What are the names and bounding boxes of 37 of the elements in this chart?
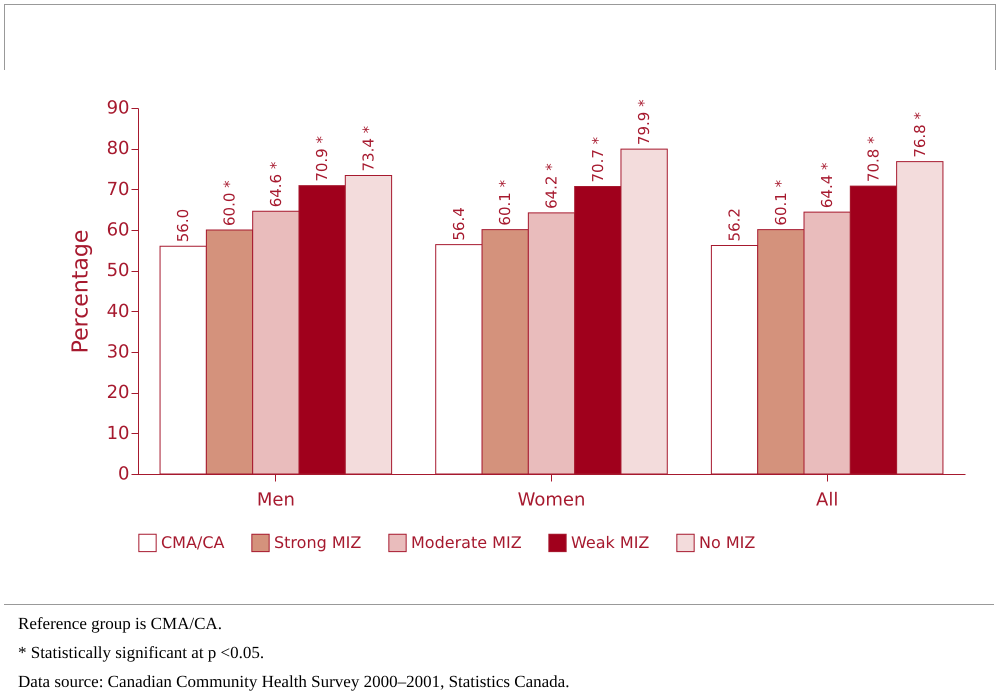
data-label: 60.0 *	[220, 180, 239, 226]
data-label: 73.4 *	[359, 125, 378, 172]
data-label: 79.9 *	[635, 98, 654, 146]
legend-label: Strong MIZ	[274, 532, 362, 552]
y-tick-label: 20	[106, 382, 130, 404]
y-tick-label: 50	[106, 260, 130, 282]
y-tick-label: 60	[106, 220, 130, 240]
x-tick-label: Men	[256, 490, 295, 510]
data-label: 64.4 *	[818, 162, 836, 208]
y-tick-label: 0	[118, 464, 130, 484]
text: Reference group is CMA/CA.	[18, 613, 223, 635]
y-tick-label: 80	[106, 138, 130, 160]
data-label: 56.4	[450, 207, 468, 241]
legend-label: CMA/CA	[161, 532, 224, 552]
data-label: 60.1 *	[772, 179, 790, 226]
y-tick-label: 30	[106, 342, 130, 362]
data-label: 70.7 *	[588, 136, 607, 182]
y-tick-label: 70	[106, 178, 130, 200]
data-label: 56.0	[174, 208, 192, 242]
y-tick-label: 10	[106, 422, 130, 444]
data-label: 64.6 *	[266, 161, 285, 208]
x-tick-label: All	[816, 490, 838, 510]
data-label: 64.2 *	[542, 162, 560, 209]
source-note: Data source: Canadian Community Health Survey 2000–2001, Statistics Canada.	[18, 671, 570, 693]
y-tick-label: 40	[106, 300, 130, 322]
legend-label: Weak MIZ	[571, 532, 650, 552]
y-axis-title: Percentage	[68, 230, 94, 354]
data-label: 76.8 *	[910, 112, 929, 158]
data-label: 60.1 *	[496, 179, 514, 226]
text: * Statistically significant at p <0.05.	[18, 642, 266, 664]
data-label: 56.2	[726, 208, 744, 242]
legend-label: No MIZ	[699, 532, 756, 552]
y-tick-label: 90	[106, 98, 130, 118]
data-label: 70.9 *	[313, 136, 332, 182]
x-tick-label: Women	[518, 490, 586, 510]
data-label: 70.8 *	[864, 136, 882, 182]
legend-label: Moderate MIZ	[411, 532, 522, 552]
